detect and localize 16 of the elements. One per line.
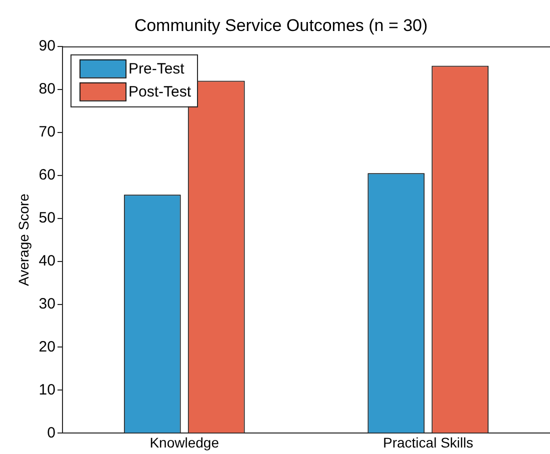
chart-title: Community Service Outcomes (n = 30) (134, 16, 428, 35)
x-tick-label: Knowledge (150, 434, 220, 450)
y-tick-label: 40 (38, 252, 56, 270)
y-tick-label: 60 (38, 166, 56, 184)
y-tick-label: 10 (38, 381, 56, 398)
y-axis-title: Average Score (15, 193, 32, 286)
legend-label: Pre-Test (128, 60, 186, 78)
y-tick-label: 0 (47, 424, 56, 442)
legend-label: Post-Test (128, 84, 192, 101)
y-tick-label: 70 (38, 123, 56, 140)
y-tick-label: 50 (38, 209, 56, 226)
x-tick-label: Practical Skills (382, 434, 474, 450)
y-tick-label: 80 (38, 80, 56, 98)
y-tick-label: 30 (38, 295, 56, 312)
y-tick-label: 20 (38, 338, 56, 356)
y-tick-label: 90 (38, 38, 56, 55)
